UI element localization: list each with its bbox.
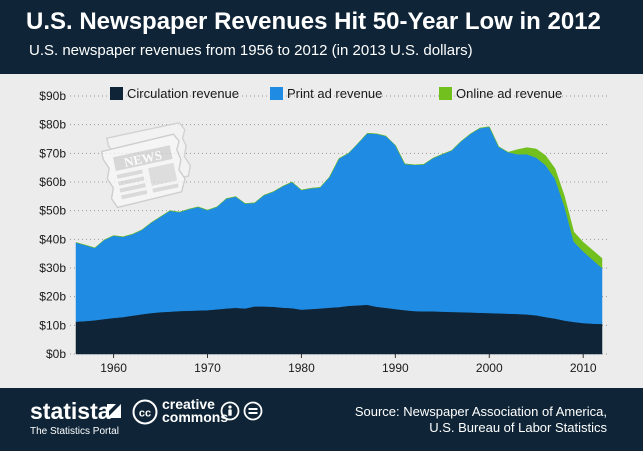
y-tick-label: $30b xyxy=(39,261,66,275)
legend-swatch-online-ad-revenue xyxy=(439,87,452,100)
newspaper-illustration: NEWS xyxy=(100,121,192,209)
footer-bar: statista The Statistics Portal cc creati… xyxy=(0,388,643,451)
y-tick-label: $0b xyxy=(46,347,66,361)
x-tick-label: 1990 xyxy=(382,361,409,375)
newspaper-icon: NEWS xyxy=(100,121,192,209)
legend-label-print-ad-revenue: Print ad revenue xyxy=(287,86,382,101)
chart-subtitle: U.S. newspaper revenues from 1956 to 201… xyxy=(29,42,473,59)
creative-commons-icon[interactable]: cc xyxy=(132,399,158,425)
y-tick-label: $70b xyxy=(39,146,66,160)
statista-logo-icon xyxy=(107,404,121,418)
legend-label-online-ad-revenue: Online ad revenue xyxy=(456,86,562,101)
series-area-online-ad-revenue xyxy=(75,126,603,269)
creative-commons-text: creative commons xyxy=(162,396,229,425)
x-tick-label: 1960 xyxy=(100,361,127,375)
legend-swatch-circulation-revenue xyxy=(110,87,123,100)
statista-logo[interactable]: statista xyxy=(30,398,111,424)
source-line-2: U.S. Bureau of Labor Statistics xyxy=(429,420,607,435)
y-axis-labels: $0b $10b $20b $30b $40b $50b $60b $70b $80b $90b xyxy=(39,89,66,361)
chart-title: U.S. Newspaper Revenues Hit 50-Year Low … xyxy=(26,8,601,35)
y-tick-label: $10b xyxy=(39,318,66,332)
no-derivatives-icon[interactable] xyxy=(243,401,263,421)
stacked-areas xyxy=(75,126,603,355)
source-line-1: Source: Newspaper Association of America… xyxy=(354,404,607,419)
legend: Circulation revenue Print ad revenue Onlin… xyxy=(110,86,562,101)
header-bar: U.S. Newspaper Revenues Hit 50-Year Low … xyxy=(0,0,643,74)
x-axis-ticks: 1960 1970 1980 1990 2000 2010 xyxy=(100,354,597,375)
x-tick-label: 1970 xyxy=(194,361,221,375)
y-tick-label: $20b xyxy=(39,290,66,304)
y-tick-label: $50b xyxy=(39,204,66,218)
y-tick-label: $80b xyxy=(39,118,66,132)
y-tick-label: $90b xyxy=(39,89,66,103)
cc-line-commons: commons xyxy=(162,409,229,425)
svg-text:cc: cc xyxy=(139,408,151,420)
legend-label-circulation-revenue: Circulation revenue xyxy=(127,86,239,101)
legend-swatch-print-ad-revenue xyxy=(270,87,283,100)
cc-line-creative: creative xyxy=(162,396,215,412)
statista-tagline: The Statistics Portal xyxy=(30,426,119,437)
y-tick-label: $40b xyxy=(39,232,66,246)
y-tick-label: $60b xyxy=(39,175,66,189)
area-chart: $0b$10b$20b$30b$40b$50b$60b$70b$80b$90b … xyxy=(39,86,610,375)
source-note: Source: Newspaper Association of America… xyxy=(355,404,607,436)
x-tick-label: 2010 xyxy=(570,361,597,375)
x-tick-label: 2000 xyxy=(476,361,503,375)
attribution-icon[interactable] xyxy=(220,401,240,421)
x-tick-label: 1980 xyxy=(288,361,315,375)
